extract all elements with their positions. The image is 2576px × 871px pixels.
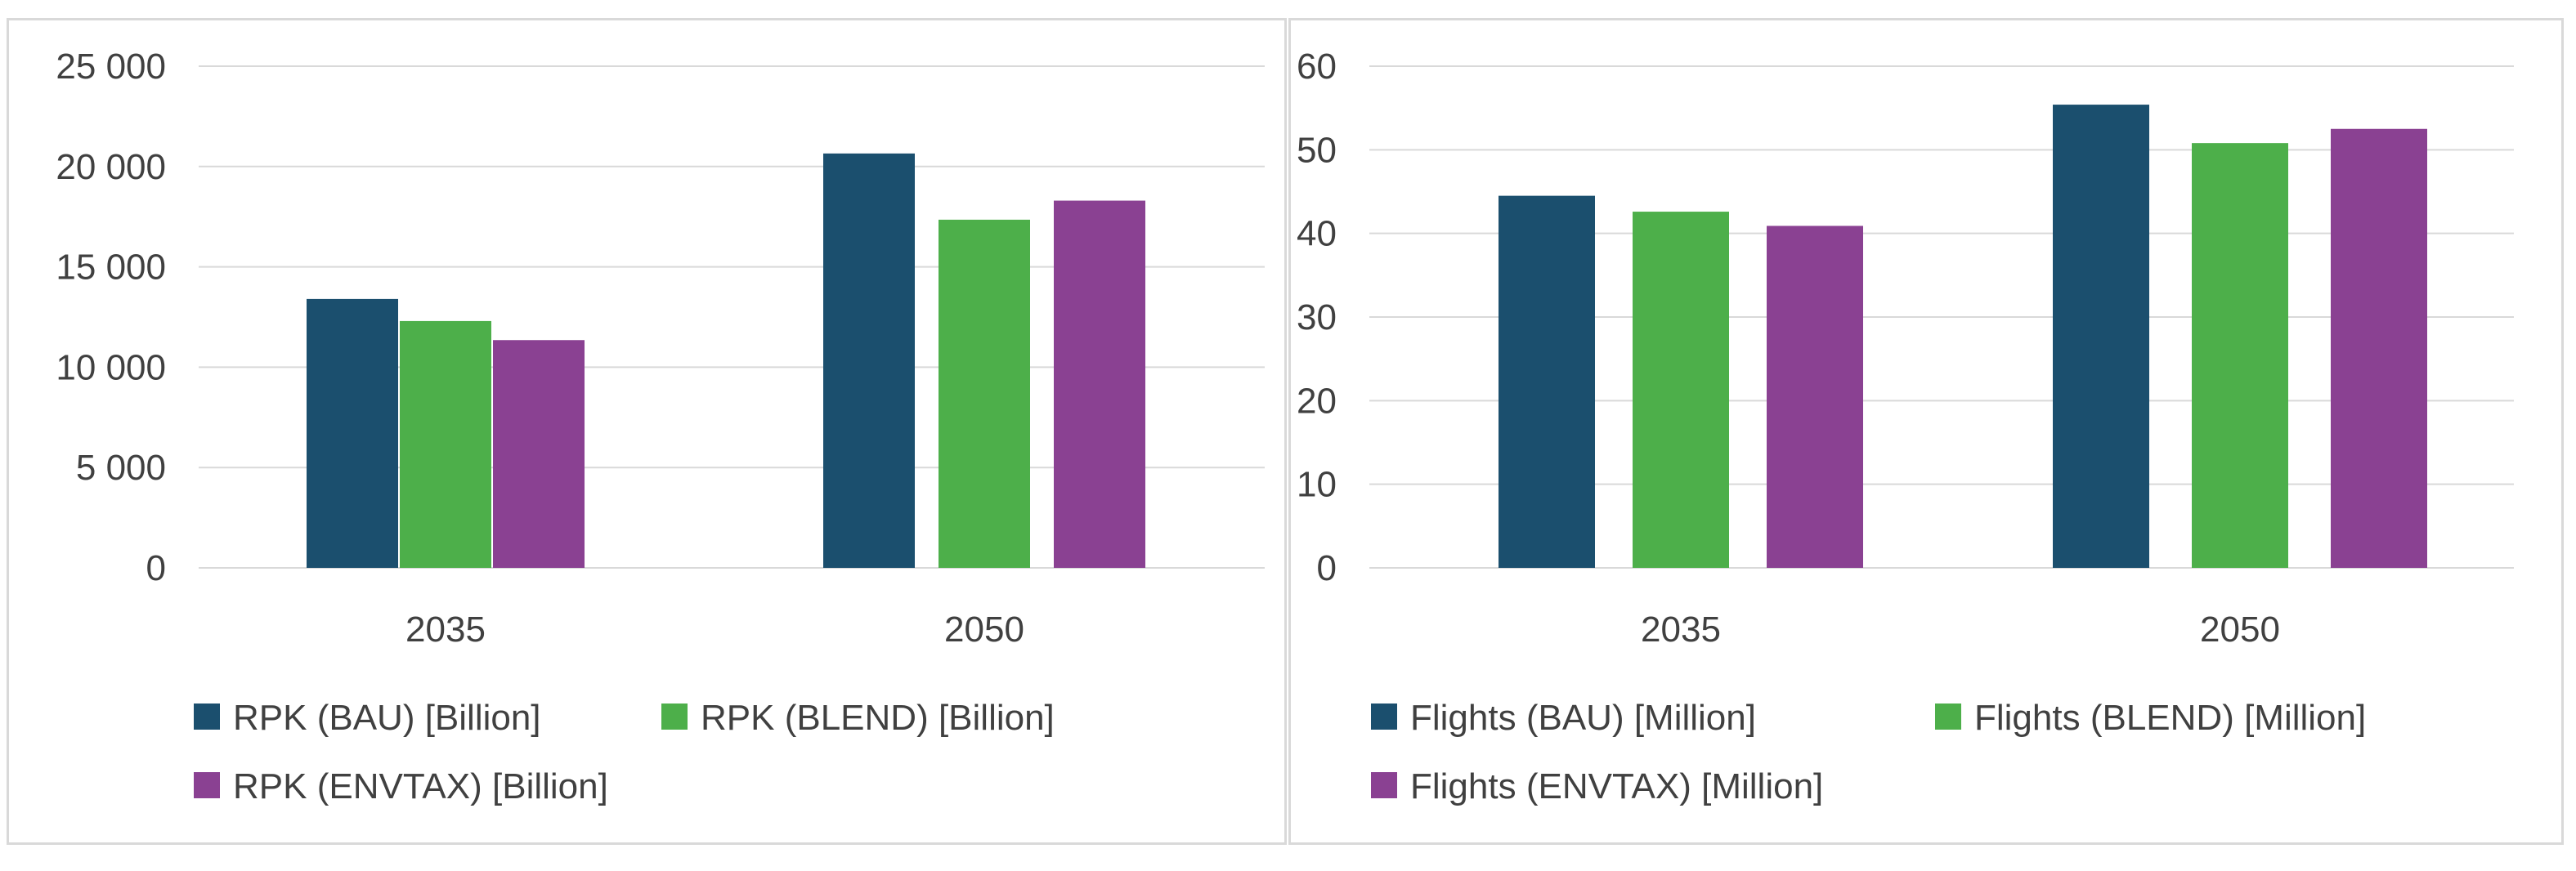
legend-swatch: [1935, 704, 1961, 730]
y-tick-label: 0: [146, 548, 166, 588]
y-tick-label: 5 000: [76, 448, 166, 488]
bar: [400, 320, 491, 568]
legend-swatch: [1371, 772, 1397, 798]
y-tick-label: 25 000: [56, 47, 166, 87]
y-tick-label: 15 000: [56, 248, 166, 288]
y-tick-label: 20 000: [56, 147, 166, 187]
bar: [1767, 226, 1863, 568]
legend-label: Flights (ENVTAX) [Million]: [1410, 766, 1823, 806]
y-tick-label: 40: [1297, 214, 1337, 254]
legend-label: Flights (BLEND) [Million]: [1974, 698, 2366, 738]
x-category-label: 2050: [2200, 610, 2280, 650]
legend-swatch: [194, 772, 220, 798]
bar: [1499, 195, 1595, 568]
bar: [2053, 105, 2149, 568]
bar: [2331, 128, 2427, 568]
bar: [1633, 212, 1729, 568]
y-tick-label: 20: [1297, 381, 1337, 421]
legend-label: RPK (BAU) [Billion]: [233, 698, 541, 738]
x-category-label: 2050: [944, 610, 1024, 650]
bar: [493, 340, 585, 568]
y-tick-label: 10 000: [56, 347, 166, 387]
x-category-label: 2035: [1641, 610, 1721, 650]
bar: [823, 153, 915, 568]
legend-label: RPK (ENVTAX) [Billion]: [233, 766, 608, 806]
legend-swatch: [1371, 704, 1397, 730]
rpk-chart-panel: 0 5 000 10 000 15 000 20 000 25 000 2035 2050 RP…: [7, 18, 1287, 845]
legend-swatch: [661, 704, 688, 730]
y-tick-label: 50: [1297, 130, 1337, 170]
y-tick-label: 0: [1317, 548, 1337, 588]
bar: [2192, 143, 2288, 568]
legend-swatch: [194, 704, 220, 730]
y-tick-label: 30: [1297, 297, 1337, 337]
flights-chart-panel: 0 10 20 30 40 50 60 2035 2050 Flights (BAU) [Mill…: [1288, 18, 2564, 845]
rpk-chart: 0 5 000 10 000 15 000 20 000 25 000 2035 2050 RP…: [56, 47, 1265, 806]
bar: [1054, 200, 1145, 568]
legend-label: Flights (BAU) [Million]: [1410, 698, 1756, 738]
x-category-label: 2035: [405, 610, 486, 650]
bar: [307, 298, 398, 568]
legend-label: RPK (BLEND) [Billion]: [701, 698, 1055, 738]
y-tick-label: 10: [1297, 465, 1337, 505]
y-tick-label: 60: [1297, 47, 1337, 87]
flights-chart: 0 10 20 30 40 50 60 2035 2050 Flights (BAU) [Mill…: [1297, 47, 2514, 806]
bar: [939, 219, 1030, 568]
